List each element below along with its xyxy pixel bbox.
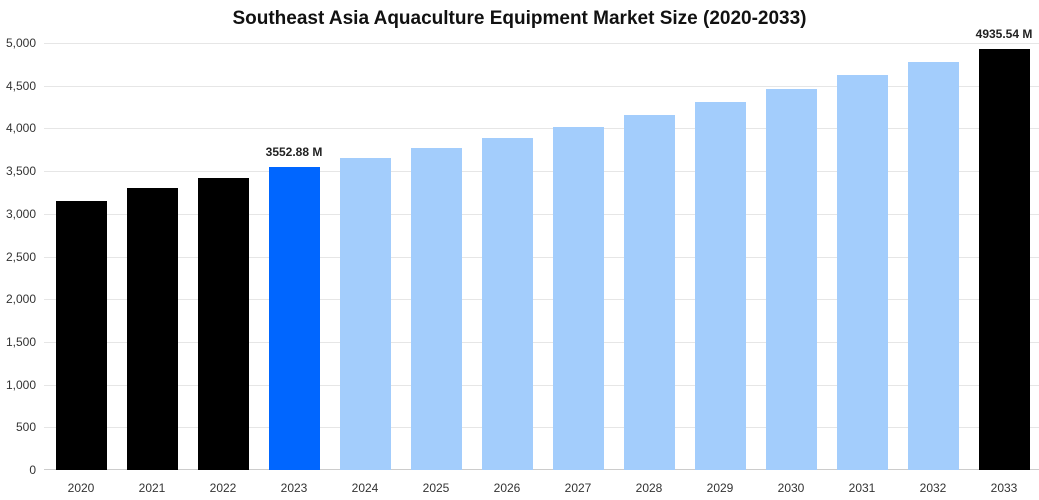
gridline <box>44 341 1039 343</box>
bar-2028[interactable] <box>623 115 675 470</box>
y-tick-label: 3,500 <box>5 164 36 179</box>
x-tick-label: 2030 <box>777 481 805 495</box>
x-tick-label: 2022 <box>209 481 237 495</box>
bar-2023[interactable] <box>268 166 320 470</box>
y-tick-label: 0 <box>29 463 36 477</box>
bar-2024[interactable] <box>339 158 391 470</box>
bar-2027[interactable] <box>552 127 604 470</box>
bar-2029[interactable] <box>694 102 746 470</box>
gridline <box>44 384 1039 386</box>
x-tick-label: 2032 <box>919 481 947 495</box>
x-tick-label: 2027 <box>564 481 592 495</box>
y-tick-label: 4,000 <box>5 121 36 136</box>
y-tick-label: 500 <box>15 420 36 435</box>
x-tick-label: 2029 <box>706 481 734 495</box>
data-label: 3552.88 M <box>265 144 323 159</box>
gridline <box>44 213 1039 215</box>
gridline <box>44 299 1039 301</box>
x-tick-label: 2025 <box>422 481 450 495</box>
x-axis-line <box>44 469 1039 470</box>
bar-2022[interactable] <box>197 178 249 470</box>
y-tick-label: 5,000 <box>5 36 36 50</box>
x-tick-label: 2031 <box>848 481 876 495</box>
chart-title: Southeast Asia Aquaculture Equipment Mar… <box>232 8 807 29</box>
y-tick-label: 2,000 <box>5 292 36 307</box>
bar-2032[interactable] <box>907 61 959 470</box>
gridline <box>44 427 1039 429</box>
bar-2026[interactable] <box>481 137 533 470</box>
x-tick-label: 2020 <box>67 481 95 495</box>
bar-2031[interactable] <box>836 75 888 470</box>
y-tick-label: 1,500 <box>5 334 36 349</box>
bar-2033[interactable] <box>978 48 1030 470</box>
y-tick-label: 1,000 <box>5 377 36 392</box>
bar-2030[interactable] <box>765 89 817 470</box>
bar-2021[interactable] <box>126 188 178 470</box>
y-tick-label: 4,500 <box>5 78 36 93</box>
gridline <box>44 43 1039 44</box>
x-tick-label: 2021 <box>138 481 166 495</box>
x-tick-label: 2033 <box>990 481 1018 495</box>
x-tick-label: 2023 <box>280 481 308 495</box>
y-tick-label: 3,000 <box>5 206 36 221</box>
plot-area <box>44 43 1039 470</box>
data-label: 4935.54 M <box>975 26 1033 41</box>
gridline <box>44 256 1039 258</box>
x-tick-label: 2024 <box>351 481 379 495</box>
gridline <box>44 128 1039 130</box>
gridline <box>44 171 1039 173</box>
y-tick-label: 2,500 <box>5 249 36 264</box>
bar-2025[interactable] <box>410 148 462 470</box>
x-tick-label: 2028 <box>635 481 663 495</box>
gridline <box>44 85 1039 87</box>
bar-2020[interactable] <box>55 201 107 470</box>
x-tick-label: 2026 <box>493 481 521 495</box>
